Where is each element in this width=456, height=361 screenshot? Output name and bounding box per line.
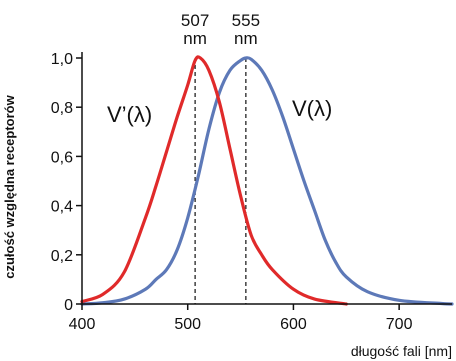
y-tick-label-1: 0,2	[51, 248, 73, 265]
labels-layer: V’(λ) V(λ) długość fali [nm] czułość wzg…	[2, 94, 452, 359]
y-tick-label-5: 1,0	[51, 51, 73, 68]
peak-value-label-555: 555	[232, 11, 260, 30]
x-tick-label-500: 500	[174, 316, 201, 333]
ticks-layer: 400 500 600 700 0 0,2 0,4 0,6 0,8 1,0	[51, 51, 413, 333]
y-tick-label-4: 0,8	[51, 100, 73, 117]
series-label-v-prime: V’(λ)	[107, 102, 152, 127]
y-axis-title: czułość względna receptorów	[2, 94, 17, 278]
series-line-v	[80, 56, 454, 306]
peak-value-label-507: 507	[181, 11, 209, 30]
y-tick-label-3: 0,6	[51, 149, 73, 166]
series-line-v-prime	[80, 55, 348, 306]
x-axis-title: długość fali [nm]	[351, 343, 452, 359]
x-tick-label-600: 600	[280, 316, 307, 333]
curves-layer	[80, 55, 454, 306]
series-label-v: V(λ)	[292, 96, 332, 121]
axes-layer	[81, 52, 452, 305]
peak-unit-label-555: nm	[234, 29, 258, 48]
y-tick-label-2: 0,4	[51, 199, 73, 216]
y-tick-label-0: 0	[64, 297, 73, 314]
x-tick-label-700: 700	[386, 316, 413, 333]
x-tick-label-400: 400	[69, 316, 96, 333]
peak-unit-label-507: nm	[183, 29, 207, 48]
